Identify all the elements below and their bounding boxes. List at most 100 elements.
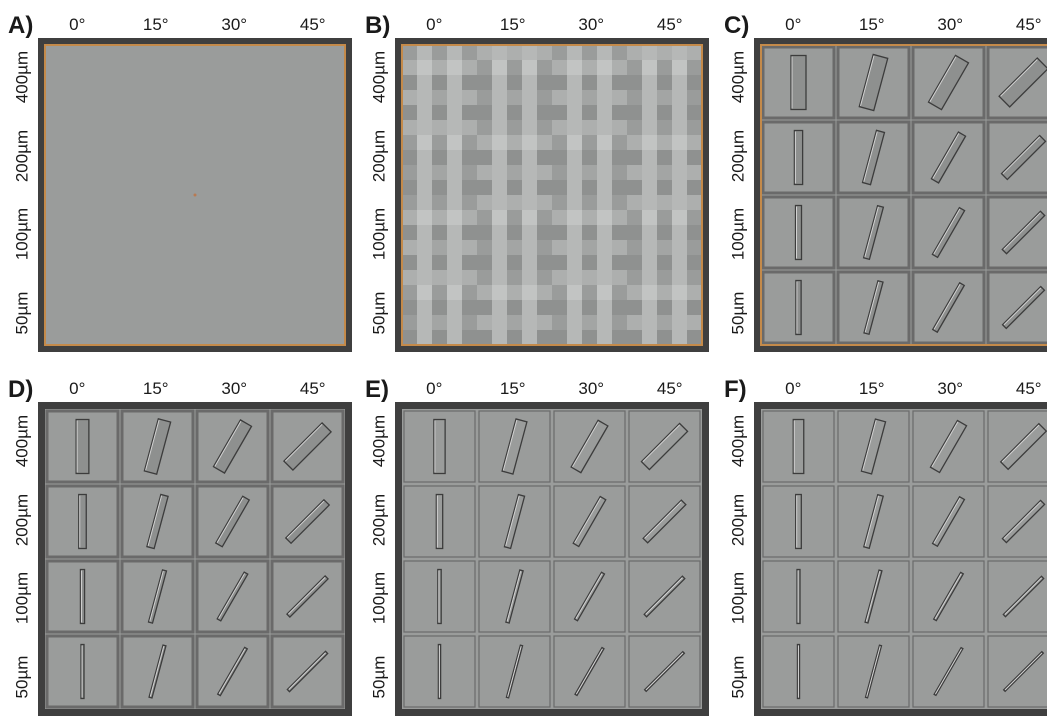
checker-block (672, 120, 688, 136)
checker-block (492, 270, 508, 286)
checker-block (477, 45, 493, 61)
strip-highlight (642, 424, 680, 462)
checker-block (687, 135, 703, 151)
checker-block (672, 150, 688, 166)
checker-block (612, 165, 628, 181)
checker-block (477, 195, 493, 211)
checker-block (522, 315, 538, 331)
strip-highlight (288, 577, 326, 615)
checker-block (507, 75, 523, 91)
checker-block (582, 270, 598, 286)
checker-block (552, 195, 568, 211)
checker-block (687, 195, 703, 211)
strip-body (1001, 210, 1046, 255)
checker-block (687, 90, 703, 106)
angle-label: 45° (299, 379, 326, 398)
checker-block (432, 90, 448, 106)
checker-block (657, 300, 673, 316)
checker-block (582, 120, 598, 136)
strip (796, 568, 801, 625)
checker-block (657, 150, 673, 166)
checker-block (657, 165, 673, 181)
size-label: 50µm (369, 291, 389, 335)
checker-block (642, 255, 658, 271)
strip (1001, 285, 1046, 330)
angle-label: 45° (656, 379, 683, 398)
strip-body (858, 53, 889, 112)
strip-body (286, 575, 329, 618)
checker-block (597, 255, 613, 271)
checker-block (507, 255, 523, 271)
checker-block (447, 75, 463, 91)
strip (933, 646, 964, 697)
angle-label: 15° (142, 379, 169, 398)
strip (505, 569, 524, 624)
checker-block (627, 315, 643, 331)
checker-block (657, 120, 673, 136)
angle-label: 15° (499, 379, 526, 398)
checker-block (612, 60, 628, 76)
checker-block (447, 105, 463, 121)
strip-highlight (863, 131, 878, 182)
checker-block (402, 105, 418, 121)
panel-c: C) 0° 15° 30° 45° 400µm 200µm 100µm 50µm (716, 0, 1047, 356)
checker-block (432, 315, 448, 331)
checker-block (597, 240, 613, 256)
strip-body (212, 419, 253, 474)
checker-block (522, 195, 538, 211)
strip-body (437, 568, 442, 625)
checker-block (537, 330, 553, 346)
checker-block (567, 270, 583, 286)
panel-label: F) (724, 376, 747, 403)
checker-block (507, 135, 523, 151)
checker-block (402, 330, 418, 346)
strip-body (78, 493, 87, 550)
checker-block (432, 150, 448, 166)
strip-highlight (1003, 212, 1041, 250)
checker-block (462, 165, 478, 181)
checker-block (417, 165, 433, 181)
checker-block (402, 240, 418, 256)
strip (932, 571, 965, 622)
strip (860, 418, 887, 475)
checker-block (432, 60, 448, 76)
checker-block (432, 285, 448, 301)
checker-block (477, 105, 493, 121)
panel-image (754, 402, 1047, 716)
strip (1002, 650, 1045, 693)
size-label: 50µm (12, 291, 32, 335)
strip-body (435, 493, 444, 550)
checker-block (447, 90, 463, 106)
checker-block (477, 210, 493, 226)
checker-block (597, 165, 613, 181)
checker-block (492, 255, 508, 271)
checker-block (462, 270, 478, 286)
checker-block (672, 255, 688, 271)
checker-block (417, 105, 433, 121)
checker-block (687, 150, 703, 166)
checker-block (567, 45, 583, 61)
checker-block (417, 255, 433, 271)
checker-block (492, 315, 508, 331)
checker-block (432, 180, 448, 196)
checker-block (417, 285, 433, 301)
checker-block (642, 210, 658, 226)
checker-block (627, 330, 643, 346)
checker-block (567, 330, 583, 346)
angle-label: 30° (578, 379, 605, 398)
checker-block (687, 330, 703, 346)
checker-block (687, 75, 703, 91)
strip-highlight (575, 648, 603, 695)
checker-block (582, 105, 598, 121)
checker-block (642, 315, 658, 331)
checker-block (687, 255, 703, 271)
panel-image (395, 38, 709, 352)
checker-block (627, 135, 643, 151)
strip-highlight (147, 495, 163, 547)
checker-block (492, 330, 508, 346)
checker-block (402, 315, 418, 331)
checker-block (537, 90, 553, 106)
size-label: 50µm (12, 655, 32, 699)
checker-block (462, 75, 478, 91)
strip-body (501, 418, 528, 475)
